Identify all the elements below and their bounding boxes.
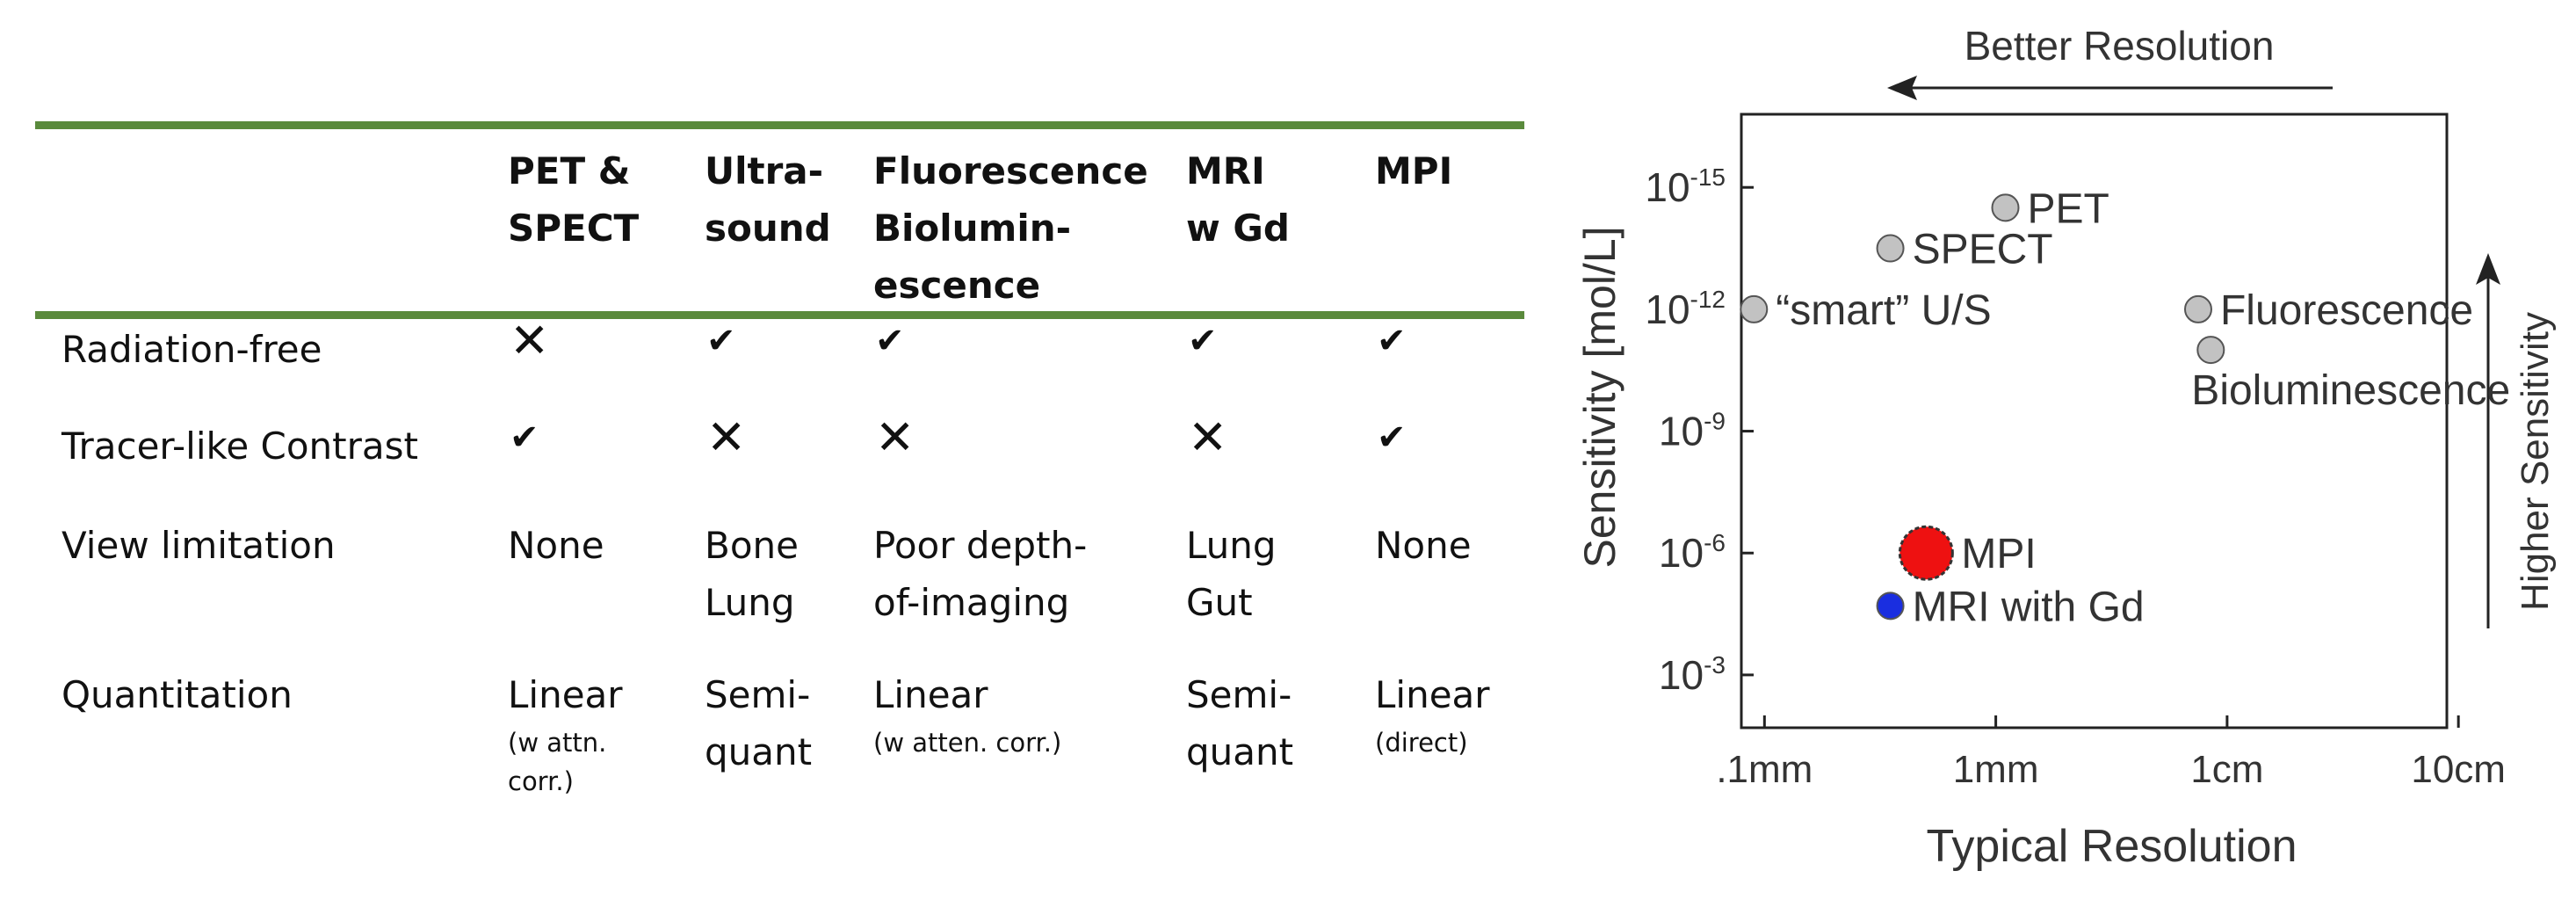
table-cell: Linear (w atten. corr.)	[873, 666, 1061, 762]
x-tick-label: 1mm	[1953, 748, 2039, 791]
x-axis-title: Typical Resolution	[1927, 821, 2297, 872]
point-label: SPECT	[1913, 227, 2053, 273]
row-label: Quantitation	[62, 673, 293, 716]
point-label: MPI	[1961, 531, 2036, 577]
row-label: View limitation	[62, 524, 336, 567]
data-point	[1876, 234, 1905, 263]
column-header: PET & SPECT	[508, 142, 639, 257]
y-tick-label: 10-9	[1659, 408, 1726, 454]
plot-frame	[1740, 112, 2449, 729]
column-header-line: MRI	[1186, 149, 1265, 192]
column-header-line: escence	[873, 264, 1041, 307]
data-point	[1876, 592, 1905, 621]
cell-text: of-imaging	[873, 581, 1070, 624]
column-header-line: PET &	[508, 149, 631, 192]
cell-text: None	[1375, 524, 1472, 567]
table-cell: Linear (w attn. corr.)	[508, 666, 623, 801]
cross-icon: ✕	[706, 410, 747, 465]
cell-text: Bone	[705, 524, 799, 567]
comparison-table: PET & SPECT Ultra-sound Fluorescence Biolumi…	[35, 121, 1529, 860]
y-tick-label: 10-12	[1645, 286, 1726, 332]
column-header-line: SPECT	[508, 207, 640, 250]
row-label: Tracer-like Contrast	[62, 425, 418, 468]
cell-text: quant	[1186, 730, 1294, 773]
cross-icon: ✕	[1188, 410, 1228, 465]
left-arrow-icon	[1887, 76, 1917, 100]
row-label: Radiation-free	[62, 328, 322, 371]
cell-note: (w attn.	[508, 728, 607, 758]
column-header-line: MPI	[1375, 149, 1453, 192]
cell-note: (w atten. corr.)	[873, 728, 1062, 758]
cell-text: Gut	[1186, 581, 1253, 624]
column-header-line: sound	[705, 207, 831, 250]
table-cell: None	[508, 517, 604, 574]
cell-text: Linear	[508, 673, 623, 716]
data-point	[2183, 294, 2212, 323]
column-header-line: Biolumin-	[873, 207, 1072, 250]
cell-text: Lung	[705, 581, 795, 624]
cell-text: quant	[705, 730, 813, 773]
point-label: PET	[2028, 185, 2109, 232]
column-header: MPI	[1375, 142, 1452, 200]
checkmark-icon: ✔	[1377, 321, 1407, 361]
table-cell: Lung Gut	[1186, 517, 1277, 631]
cell-text: None	[508, 524, 604, 567]
table-cell: Linear (direct)	[1375, 666, 1490, 762]
x-tick-label: .1mm	[1716, 748, 1813, 791]
checkmark-icon: ✔	[1188, 321, 1218, 361]
x-tick-label: 10cm	[2411, 748, 2506, 791]
cell-text: Semi-	[705, 673, 811, 716]
checkmark-icon: ✔	[510, 417, 539, 458]
table-cell: Bone Lung	[705, 517, 799, 631]
data-point	[2196, 336, 2225, 365]
cell-text: Lung	[1186, 524, 1277, 567]
cell-note: (direct)	[1375, 728, 1468, 758]
column-header: Fluorescence Biolumin-escence	[873, 142, 1148, 314]
column-header: Ultra-sound	[705, 142, 831, 257]
data-point	[1898, 525, 1954, 581]
data-point	[1740, 294, 1769, 323]
chart-svg: 10-15 10-12 10-9 10-6 10-3 .1mm 1mm 1cm 10cm Typi…	[1575, 23, 2557, 872]
checkmark-icon: ✔	[1377, 417, 1407, 458]
cell-text: Semi-	[1186, 673, 1292, 716]
point-label: “smart” U/S	[1776, 287, 1991, 334]
point-label: Bioluminescence	[2191, 367, 2510, 414]
cross-icon: ✕	[510, 313, 550, 368]
table-cell: Semi-quant	[1186, 666, 1293, 780]
y-axis-title: Sensitivity [mol/L]	[1575, 226, 1624, 568]
table-cell: Poor depth-of-imaging	[873, 517, 1087, 631]
table-top-rule	[35, 121, 1524, 129]
higher-sensitivity-label: Higher Sensitivity	[2514, 312, 2557, 611]
point-label: MRI with Gd	[1913, 584, 2145, 630]
cell-text: Linear	[1375, 673, 1490, 716]
better-resolution-label: Better Resolution	[1965, 23, 2275, 69]
x-tick-label: 1cm	[2190, 748, 2263, 791]
table-cell: Semi-quant	[705, 666, 812, 780]
point-label: Fluorescence	[2220, 287, 2473, 334]
cell-note: corr.)	[508, 766, 574, 796]
up-arrow-icon	[2476, 253, 2500, 285]
y-tick-label: 10-3	[1659, 651, 1726, 698]
table-header-rule	[35, 311, 1524, 319]
cross-icon: ✕	[875, 410, 915, 465]
sensitivity-resolution-chart: 10-15 10-12 10-9 10-6 10-3 .1mm 1mm 1cm 10cm Typi…	[1546, 0, 2576, 900]
y-tick-label: 10-6	[1659, 529, 1726, 576]
cell-text: Poor depth-	[873, 524, 1088, 567]
column-header-line: w Gd	[1186, 207, 1290, 250]
checkmark-icon: ✔	[875, 321, 905, 361]
column-header-line: Ultra-	[705, 149, 824, 192]
cell-text: Linear	[873, 673, 988, 716]
checkmark-icon: ✔	[706, 321, 736, 361]
y-tick-label: 10-15	[1645, 163, 1726, 210]
column-header: MRI w Gd	[1186, 142, 1290, 257]
table-cell: None	[1375, 517, 1472, 574]
column-header-line: Fluorescence	[873, 149, 1148, 192]
data-point	[1991, 193, 2020, 222]
